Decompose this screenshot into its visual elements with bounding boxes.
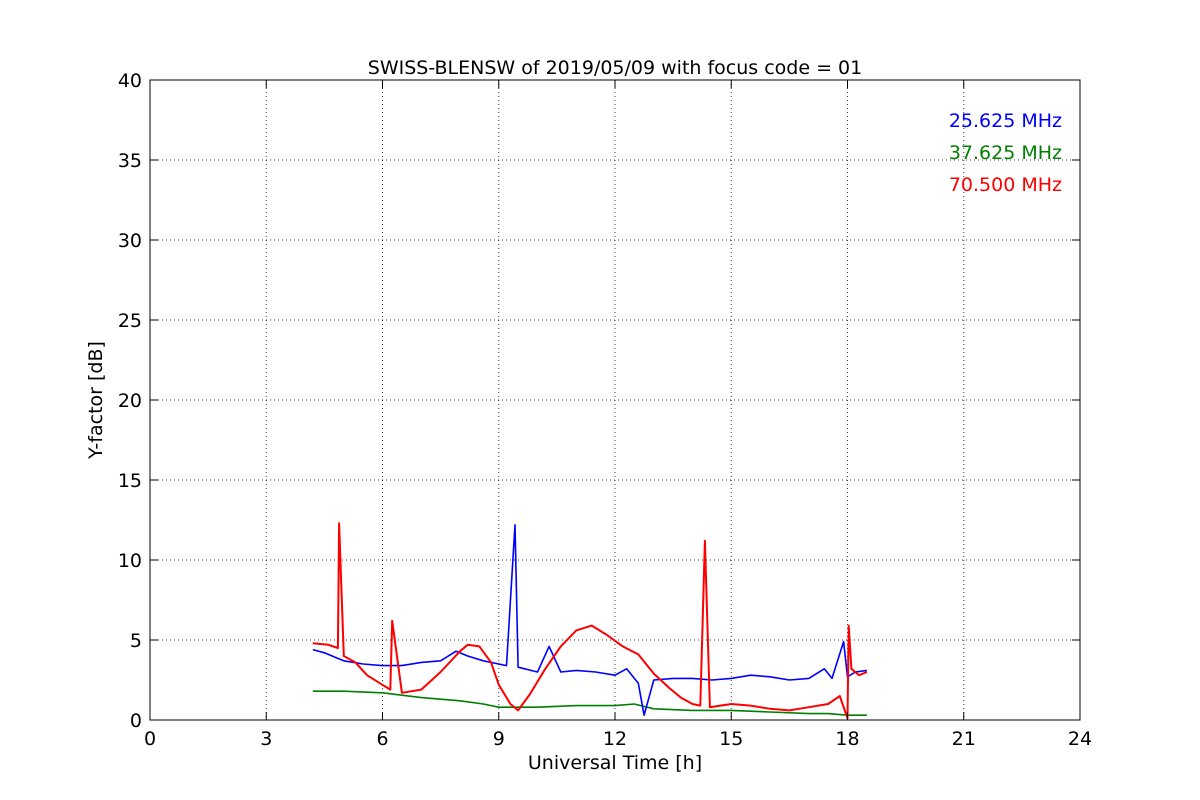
x-tick-label: 9 <box>493 728 505 750</box>
series-line-37-625-MHz <box>312 690 867 717</box>
x-tick-label: 21 <box>952 728 976 750</box>
y-tick-label: 15 <box>118 470 142 492</box>
y-tick-label: 30 <box>118 230 142 252</box>
ticks-layer: 0 3 6 9 12 15 18 21 24 0 5 10 15 20 25 30 35 40 <box>118 70 1092 750</box>
x-tick-label: 24 <box>1068 728 1092 750</box>
y-tick-label: 10 <box>118 550 142 572</box>
legend-entry: 70.500 MHz <box>949 174 1062 196</box>
x-axis-label: Universal Time [h] <box>528 752 702 774</box>
x-tick-label: 0 <box>144 728 156 750</box>
chart-title: SWISS-BLENSW of 2019/05/09 with focus co… <box>368 57 862 79</box>
y-axis-label: Y-factor [dB] <box>85 341 107 460</box>
x-tick-label: 12 <box>603 728 627 750</box>
series-line-70-500-MHz <box>312 522 868 720</box>
y-tick-label: 5 <box>130 630 142 652</box>
y-tick-label: 25 <box>118 310 142 332</box>
y-tick-label: 35 <box>118 150 142 172</box>
x-tick-label: 6 <box>376 728 388 750</box>
y-tick-label: 20 <box>118 390 142 412</box>
y-tick-label: 0 <box>130 710 142 732</box>
x-tick-label: 3 <box>260 728 272 750</box>
legend-entry: 37.625 MHz <box>949 142 1062 164</box>
legend: 25.625 MHz 37.625 MHz 70.500 MHz <box>949 110 1062 196</box>
x-tick-label: 18 <box>835 728 859 750</box>
y-tick-label: 40 <box>118 70 142 92</box>
legend-entry: 25.625 MHz <box>949 110 1062 132</box>
series-line-25-625-MHz <box>312 523 868 717</box>
x-tick-label: 15 <box>719 728 743 750</box>
series-layer <box>312 522 868 720</box>
